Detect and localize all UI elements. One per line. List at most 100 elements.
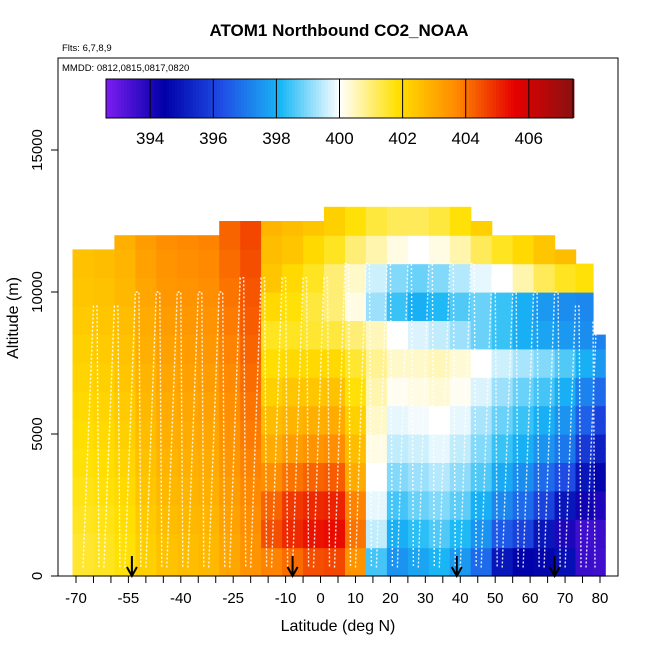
heatmap-cell: [198, 405, 220, 421]
heatmap-cell: [365, 462, 388, 478]
heatmap-cell: [491, 490, 514, 506]
heatmap-cell: [593, 377, 606, 392]
heatmap-cell: [491, 505, 514, 520]
heatmap-cell: [512, 235, 535, 250]
heatmap-cell: [303, 505, 325, 520]
heatmap-cell: [114, 419, 136, 435]
heatmap-cell: [93, 519, 116, 534]
colorbar-swatch: [196, 79, 200, 118]
heatmap-cell: [93, 419, 116, 435]
colorbar-swatch: [418, 79, 422, 118]
flight-track: [187, 291, 205, 568]
heatmap-cell: [386, 377, 409, 392]
heatmap-cell: [470, 277, 493, 293]
heatmap-cell: [261, 462, 283, 478]
heatmap-cell: [428, 292, 451, 307]
heatmap-cell: [386, 476, 409, 492]
heatmap-cell: [72, 434, 95, 449]
heatmap-cell: [345, 334, 367, 350]
heatmap-cell: [156, 334, 178, 350]
heatmap-cell: [345, 462, 367, 478]
heatmap-cell: [345, 206, 367, 222]
heatmap-cell: [177, 263, 199, 279]
colorbar-swatch: [277, 79, 281, 118]
heatmap-cell: [554, 505, 577, 520]
heatmap-cell: [386, 405, 409, 421]
heatmap-cell: [303, 306, 325, 321]
heatmap-cell: [198, 391, 220, 407]
colorbar-swatch: [526, 79, 530, 118]
heatmap-cell: [470, 263, 493, 279]
heatmap-cell: [303, 334, 325, 350]
heatmap-cell: [533, 519, 556, 534]
colorbar-swatch: [433, 79, 437, 118]
colorbar-swatch: [439, 79, 443, 118]
heatmap-cell: [386, 419, 409, 435]
heatmap-cell: [407, 434, 430, 449]
heatmap-cell: [386, 391, 409, 407]
heatmap-cell: [156, 292, 178, 307]
colorbar-swatch: [397, 79, 401, 118]
heatmap-cell: [114, 476, 136, 492]
flight-track: [166, 291, 184, 568]
heatmap-cell: [491, 348, 514, 364]
heatmap-cell: [198, 320, 220, 336]
heatmap-cell: [93, 363, 116, 378]
colorbar-swatch: [424, 79, 428, 118]
heatmap-cell: [135, 419, 157, 435]
x-tick-label: -10: [275, 590, 297, 607]
heatmap-cell: [365, 363, 388, 378]
heatmap-cell: [575, 292, 594, 307]
heatmap-cell: [386, 221, 409, 236]
heatmap-cell: [554, 306, 577, 321]
heatmap-cell: [324, 277, 346, 293]
heatmap-cell: [345, 561, 367, 577]
colorbar-swatch: [310, 79, 314, 118]
heatmap-cell: [407, 292, 430, 307]
heatmap-cell: [303, 263, 325, 279]
flight-track: [250, 277, 268, 568]
colorbar-swatch: [127, 79, 131, 118]
heatmap-cell: [135, 306, 157, 321]
heatmap-cell: [345, 235, 367, 250]
heatmap-cell: [219, 476, 241, 492]
colorbar-swatch: [319, 79, 323, 118]
heatmap-cell: [177, 377, 199, 392]
heatmap-cell: [198, 490, 220, 506]
heatmap-cell: [428, 348, 451, 364]
heatmap-cell: [72, 277, 95, 293]
heatmap-cell: [156, 476, 178, 492]
heatmap-cell: [470, 476, 493, 492]
heatmap-cell: [365, 405, 388, 421]
heatmap-cell: [533, 490, 556, 506]
heatmap-cell: [324, 206, 346, 222]
heatmap-cell: [240, 419, 262, 435]
colorbar-swatch: [391, 79, 395, 118]
colorbar-swatch: [406, 79, 410, 118]
heatmap-cell: [240, 348, 262, 364]
heatmap-cell: [554, 377, 577, 392]
heatmap-cell: [345, 306, 367, 321]
colorbar-swatch: [502, 79, 506, 118]
heatmap-cell: [512, 277, 535, 293]
heatmap-cell: [533, 405, 556, 421]
heatmap-cell: [135, 363, 157, 378]
heatmap-cell: [240, 235, 262, 250]
heatmap-cell: [240, 306, 262, 321]
flight-track: [438, 262, 456, 568]
heatmap-cell: [575, 476, 594, 492]
heatmap-cell: [428, 391, 451, 407]
x-tick-label: 50: [487, 590, 504, 607]
heatmap-cell: [261, 490, 283, 506]
heatmap-cell: [533, 320, 556, 336]
colorbar-swatch: [388, 79, 392, 118]
colorbar-swatch: [463, 79, 467, 118]
heatmap-cell: [575, 462, 594, 478]
heatmap-cell: [261, 277, 283, 293]
flight-track: [333, 262, 352, 568]
heatmap-cell: [219, 277, 241, 293]
colorbar-swatch: [469, 79, 473, 118]
heatmap-cell: [156, 249, 178, 265]
heatmap-cell: [303, 476, 325, 492]
